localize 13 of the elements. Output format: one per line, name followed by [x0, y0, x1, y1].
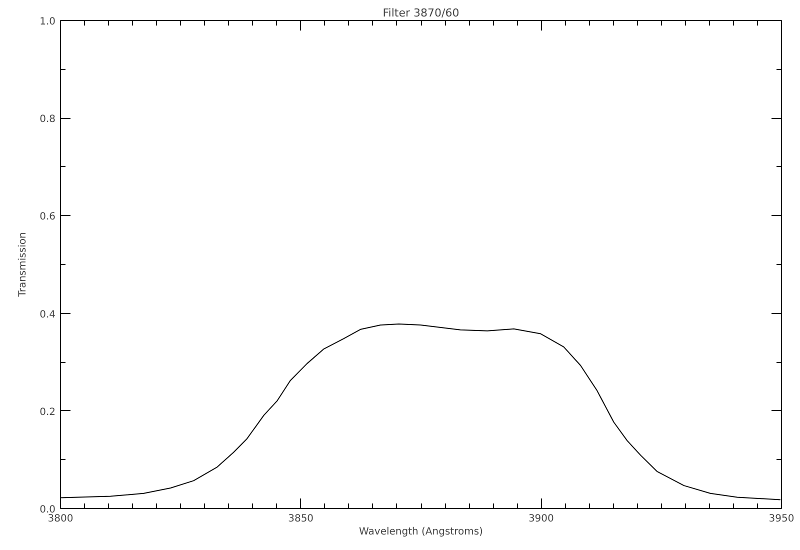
y-axis-title: Transmission [18, 232, 29, 298]
y-tick-label: 0.2 [40, 406, 56, 418]
chart-title: Filter 3870/60 [382, 6, 460, 20]
y-tick-label: 0.0 [40, 504, 56, 516]
x-tick-label: 3950 [768, 514, 794, 524]
y-tick-label: 0.4 [40, 309, 56, 320]
x-tick-label: 3800 [48, 514, 74, 524]
y-tick-label: 0.8 [40, 114, 56, 126]
y-tick-label: 1.0 [40, 16, 56, 28]
x-tick-label: 3900 [528, 514, 554, 524]
x-axis-title: Wavelength (Angstroms) [359, 526, 484, 538]
x-tick-label: 3850 [288, 514, 314, 524]
y-tick-label: 0.6 [40, 212, 56, 223]
